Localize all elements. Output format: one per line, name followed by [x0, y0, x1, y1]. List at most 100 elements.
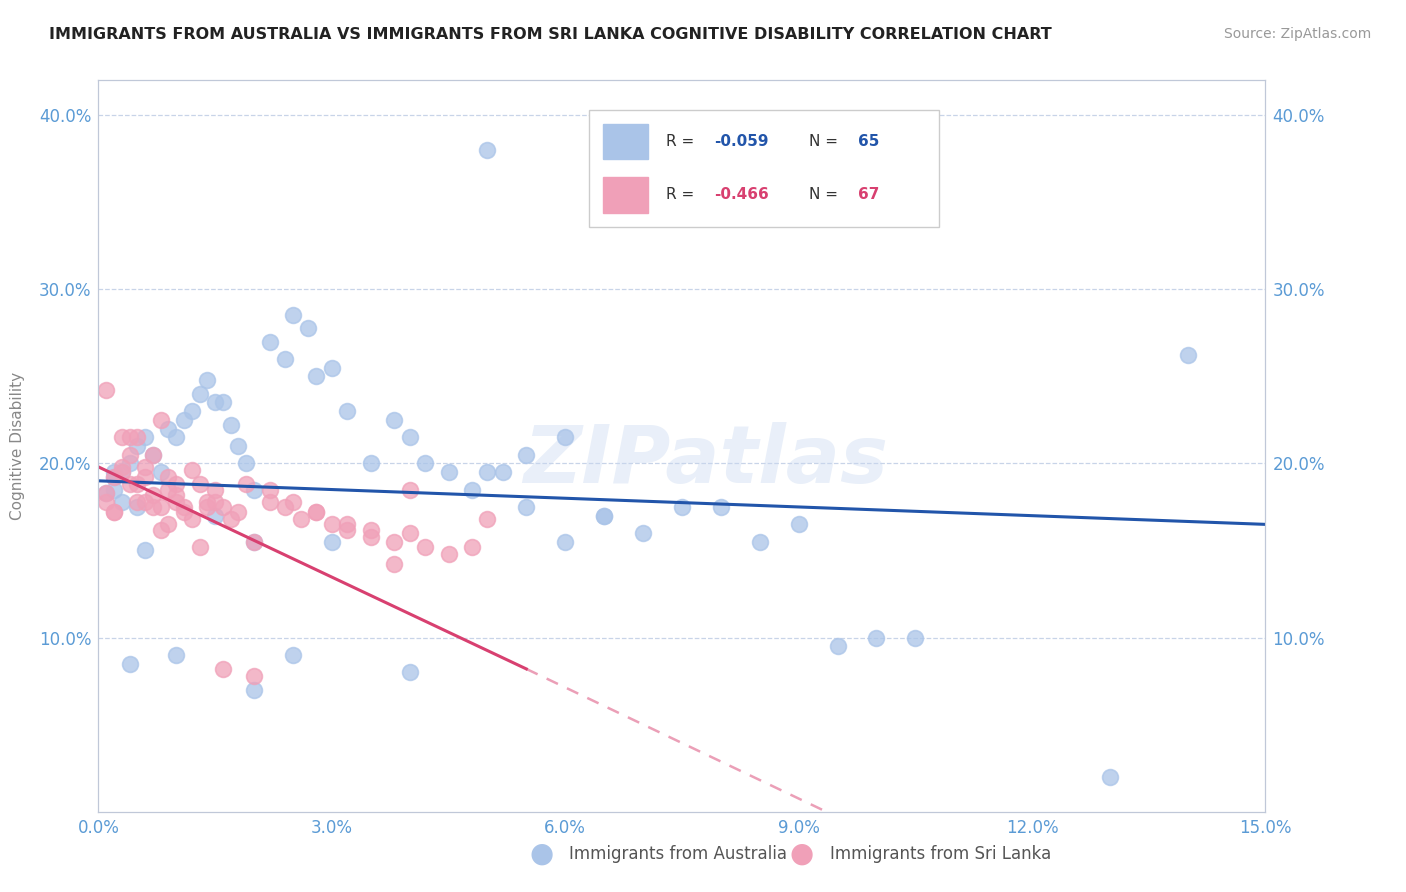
Point — [127, 439, 149, 453]
Point — [111, 430, 134, 444]
Point — [118, 657, 141, 671]
Point — [461, 540, 484, 554]
Point — [321, 360, 343, 375]
Point — [173, 413, 195, 427]
Y-axis label: Cognitive Disability: Cognitive Disability — [10, 372, 25, 520]
Point — [259, 334, 281, 349]
Point — [477, 465, 499, 479]
Point — [274, 500, 297, 514]
Text: ●: ● — [789, 839, 814, 868]
Point — [1098, 770, 1121, 784]
Point — [188, 386, 211, 401]
Point — [118, 457, 141, 471]
Point — [96, 494, 118, 508]
Point — [243, 534, 266, 549]
Point — [204, 508, 226, 523]
Point — [204, 483, 226, 497]
Point — [134, 459, 156, 474]
Point — [398, 430, 420, 444]
Point — [671, 500, 693, 514]
Point — [382, 558, 405, 572]
Point — [477, 143, 499, 157]
Point — [281, 648, 304, 662]
Point — [515, 500, 537, 514]
Point — [398, 665, 420, 680]
Point — [1177, 348, 1199, 362]
Point — [142, 448, 165, 462]
Point — [157, 470, 180, 484]
Point — [297, 320, 319, 334]
Point — [593, 508, 616, 523]
Point — [382, 534, 405, 549]
Point — [554, 430, 576, 444]
Point — [235, 457, 257, 471]
Point — [111, 459, 134, 474]
Point — [165, 477, 187, 491]
Point — [235, 477, 257, 491]
Point — [281, 309, 304, 323]
Point — [103, 483, 125, 497]
Point — [142, 448, 165, 462]
Point — [305, 369, 328, 384]
Point — [142, 500, 165, 514]
Point — [127, 430, 149, 444]
Point — [142, 488, 165, 502]
Point — [290, 512, 312, 526]
Point — [554, 534, 576, 549]
Point — [111, 494, 134, 508]
Point — [127, 477, 149, 491]
Point — [188, 477, 211, 491]
Point — [787, 517, 810, 532]
Point — [212, 662, 235, 676]
Point — [219, 512, 242, 526]
Point — [904, 631, 927, 645]
Point — [360, 523, 382, 537]
Point — [274, 351, 297, 366]
Point — [118, 448, 141, 462]
Point — [195, 500, 218, 514]
Point — [865, 631, 887, 645]
Point — [111, 465, 134, 479]
Point — [360, 530, 382, 544]
Point — [96, 486, 118, 500]
Point — [305, 505, 328, 519]
Point — [243, 483, 266, 497]
Point — [593, 508, 616, 523]
Point — [111, 465, 134, 479]
Point — [165, 648, 187, 662]
Point — [413, 457, 436, 471]
Point — [149, 523, 172, 537]
Point — [204, 494, 226, 508]
Point — [219, 418, 242, 433]
Point — [180, 404, 202, 418]
Point — [748, 534, 770, 549]
Point — [173, 500, 195, 514]
Point — [118, 477, 141, 491]
Point — [461, 483, 484, 497]
Point — [204, 395, 226, 409]
Point — [398, 526, 420, 541]
Point — [321, 517, 343, 532]
Point — [165, 430, 187, 444]
Point — [96, 486, 118, 500]
Point — [157, 483, 180, 497]
Text: Source: ZipAtlas.com: Source: ZipAtlas.com — [1223, 27, 1371, 41]
Point — [413, 540, 436, 554]
Point — [103, 470, 125, 484]
Point — [360, 457, 382, 471]
Point — [631, 526, 654, 541]
Text: ZIPatlas: ZIPatlas — [523, 422, 887, 500]
Point — [305, 505, 328, 519]
Point — [710, 500, 733, 514]
Point — [195, 494, 218, 508]
Point — [398, 483, 420, 497]
Point — [515, 448, 537, 462]
Point — [127, 494, 149, 508]
Text: Immigrants from Sri Lanka: Immigrants from Sri Lanka — [830, 845, 1050, 863]
Point — [165, 488, 187, 502]
Point — [149, 465, 172, 479]
Point — [134, 494, 156, 508]
Text: IMMIGRANTS FROM AUSTRALIA VS IMMIGRANTS FROM SRI LANKA COGNITIVE DISABILITY CORR: IMMIGRANTS FROM AUSTRALIA VS IMMIGRANTS … — [49, 27, 1052, 42]
Point — [96, 384, 118, 398]
Point — [382, 413, 405, 427]
